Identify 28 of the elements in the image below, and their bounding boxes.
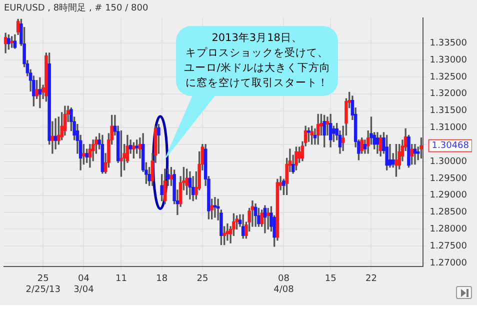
y-tick-label: 1.32500 (430, 72, 468, 82)
y-tick-label: 1.29500 (430, 174, 468, 184)
y-tick-label: 1.28500 (430, 208, 468, 218)
speech-bubble: 2013年3月18日、キプロスショックを受けて、ユーロ/米ドルは大きく下方向に窓を空けて取引スタート！ (164, 26, 338, 162)
candlestick (213, 197, 217, 218)
x-tick-label: 22 (365, 274, 377, 284)
y-tick-label: 1.31500 (430, 106, 468, 116)
x-tick-label: 11 (115, 274, 127, 284)
y-tick-label: 1.31000 (430, 123, 468, 134)
y-tick-label: 1.33000 (430, 55, 468, 66)
annotation: 2013年3月18日、キプロスショックを受けて、ユーロ/米ドルは大きく下方向に窓を空けて取引スタート！ (182, 30, 332, 91)
x-tick-label: 25 2/25/13 (26, 274, 60, 295)
text: 1.30468 (432, 141, 470, 152)
y-tick-label: 1.30000 (430, 156, 468, 167)
y-tick-label: 1.28000 (430, 224, 468, 235)
candlestick (38, 77, 42, 108)
candlestick (226, 223, 230, 241)
x-tick-label: 25 (196, 274, 208, 284)
x-tick-label: 08 4/08 (274, 274, 294, 295)
x-tick-label: 04 3/04 (74, 274, 94, 295)
y-tick-label: 1.27500 (430, 241, 468, 252)
y-tick-label: 1.27000 (430, 258, 468, 268)
x-tick-label: 18 (156, 274, 168, 284)
chart-title: EUR/USD , 8時間足 , # 150 / 800 (4, 2, 148, 14)
x-tick-label: 15 (324, 274, 336, 284)
y-tick-label: 1.32000 (430, 89, 468, 100)
y-tick-label: 1.29000 (430, 190, 468, 201)
y-tick-label: 1.33500 (430, 38, 468, 49)
